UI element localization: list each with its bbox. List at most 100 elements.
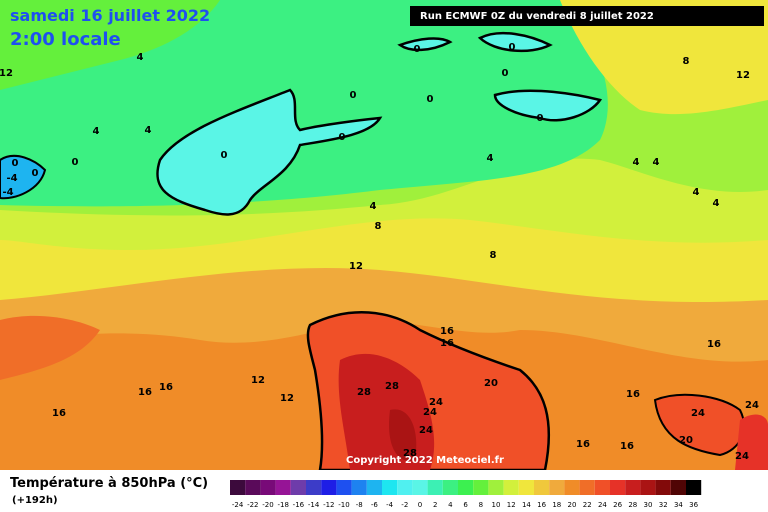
colorbar-cell — [458, 480, 474, 495]
colorbar-tick-label: 18 — [552, 501, 561, 509]
colorbar-tick-label: -4 — [386, 501, 394, 509]
contour-label: 24 — [429, 397, 443, 408]
contour-label: 4 — [633, 157, 640, 168]
colorbar-cell — [488, 480, 504, 495]
colorbar-tick-label: -16 — [293, 501, 305, 509]
contour-label: 4 — [370, 201, 377, 212]
colorbar-cell — [245, 480, 261, 495]
colorbar-cell — [321, 480, 337, 495]
colorbar-tick-label: 2 — [433, 501, 437, 509]
contour-label: 16 — [159, 382, 173, 393]
colorbar-tick-label: 26 — [613, 501, 622, 509]
contour-label: 16 — [707, 339, 721, 350]
contour-label: 0 — [502, 68, 509, 79]
forecast-lead: (+192h) — [12, 495, 58, 506]
contour-label: -4 — [2, 187, 13, 198]
contour-label: 0 — [537, 113, 544, 124]
colorbar-cell — [382, 480, 398, 495]
contour-label: 16 — [138, 387, 152, 398]
colorbar-cell — [534, 480, 550, 495]
colorbar-tick-label: -20 — [262, 501, 273, 509]
colorbar-cell — [351, 480, 367, 495]
contour-label: 4 — [693, 187, 700, 198]
colorbar-tick-label: 28 — [628, 501, 637, 509]
contour-label: 24 — [735, 451, 749, 462]
contour-label: 16 — [620, 441, 634, 452]
colorbar-cell — [397, 480, 413, 495]
colorbar-tick-label: 36 — [689, 501, 698, 509]
colorbar-tick-label: -8 — [356, 501, 363, 509]
contour-label: 20 — [679, 435, 693, 446]
colorbar-tick-label: 12 — [507, 501, 516, 509]
contour-label: 0 — [414, 44, 421, 55]
legend-title: Température à 850hPa (°C) — [10, 476, 208, 491]
colorbar-tick-label: 0 — [418, 501, 422, 509]
contour-label: 16 — [576, 439, 590, 450]
contour-label: 12 — [349, 261, 363, 272]
contour-label: 0 — [221, 150, 228, 161]
colorbar-tick-label: 20 — [568, 501, 577, 509]
colorbar-cell — [670, 480, 686, 495]
contour-label: 12 — [280, 393, 294, 404]
colorbar-cell — [442, 480, 458, 495]
contour-label: 0 — [12, 158, 19, 169]
colorbar-cell — [549, 480, 565, 495]
contour-label: 12 — [0, 68, 13, 79]
colorbar-cell — [306, 480, 322, 495]
contour-label: -4 — [6, 173, 17, 184]
colorbar-tick-label: 10 — [492, 501, 501, 509]
contour-label: 20 — [484, 378, 498, 389]
contour-label: 12 — [736, 70, 750, 81]
contour-label: 16 — [52, 408, 66, 419]
contour-label: 4 — [93, 126, 100, 137]
contour-label: 8 — [490, 250, 497, 261]
contour-label: 12 — [251, 375, 265, 386]
contour-label: 0 — [32, 168, 39, 179]
colorbar-cell — [260, 480, 276, 495]
colorbar-tick-label: -10 — [338, 501, 349, 509]
map-fields — [0, 0, 768, 472]
colorbar-tick-label: -2 — [401, 501, 408, 509]
colorbar-cell — [579, 480, 595, 495]
colorbar-tick-label: 32 — [659, 501, 668, 509]
contour-label: 0 — [509, 42, 516, 53]
contour-label: 28 — [357, 387, 371, 398]
colorbar-cell — [564, 480, 580, 495]
colorbar-tick-label: -12 — [323, 501, 334, 509]
colorbar-cell — [518, 480, 534, 495]
colorbar-tick-label: 6 — [463, 501, 468, 509]
run-banner — [410, 6, 764, 26]
colorbar-tick-label: 24 — [598, 501, 607, 509]
colorbar-cell — [336, 480, 352, 495]
colorbar-tick-label: 30 — [644, 501, 653, 509]
contour-label: 16 — [440, 326, 454, 337]
contour-label: 24 — [423, 407, 437, 418]
contour-label: 4 — [653, 157, 660, 168]
colorbar-cell — [427, 480, 443, 495]
contour-label: 0 — [72, 157, 79, 168]
contour-label: 0 — [350, 90, 357, 101]
copyright: Copyright 2022 Meteociel.fr — [346, 455, 504, 466]
contour-label: 28 — [385, 381, 399, 392]
colorbar-cell — [625, 480, 641, 495]
contour-label: 0 — [427, 94, 434, 105]
colorbar-cell — [230, 480, 246, 495]
contour-label: 4 — [145, 125, 152, 136]
contour-label: 8 — [375, 221, 382, 232]
colorbar-tick-label: 14 — [522, 501, 531, 509]
run-info: Run ECMWF 0Z du vendredi 8 juillet 2022 — [420, 11, 654, 22]
colorbar-tick-label: -18 — [277, 501, 288, 509]
colorbar-cell — [503, 480, 519, 495]
contour-label: 4 — [137, 52, 144, 63]
colorbar-tick-label: -22 — [247, 501, 258, 509]
colorbar-cell — [275, 480, 291, 495]
contour-label: 28 — [403, 448, 417, 459]
colorbar: -24 -22 -20 -18 -16 -14 -12 -10 -8 -6 -4 -2 0 2 4 6 8 10 1… — [230, 480, 702, 509]
colorbar-cell — [640, 480, 656, 495]
colorbar-cell — [655, 480, 671, 495]
colorbar-tick-label: 34 — [674, 501, 683, 509]
colorbar-tick-label: 16 — [537, 501, 546, 509]
map-subtitle: 2:00 locale — [10, 29, 121, 50]
colorbar-tick-label: 8 — [479, 501, 483, 509]
